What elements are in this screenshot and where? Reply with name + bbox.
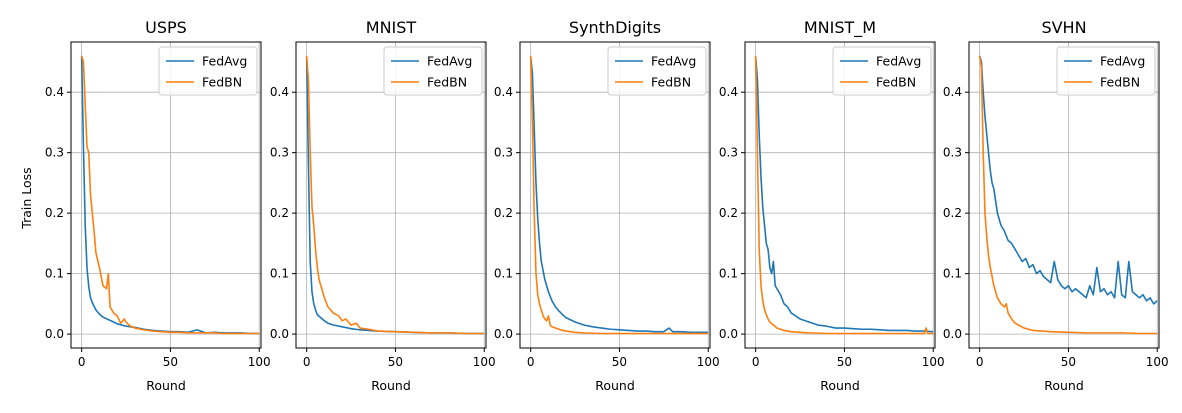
- x-tick-label: 100: [697, 355, 720, 369]
- series-line-fedbn: [529, 55, 709, 335]
- y-tick-label: 0.2: [494, 206, 513, 220]
- y-tick-label: 0.2: [943, 206, 962, 220]
- x-tick-label: 100: [248, 355, 271, 369]
- y-tick-label: 0.1: [45, 267, 64, 281]
- x-axis-label: Round: [146, 378, 186, 393]
- series-line-fedbn: [305, 55, 485, 335]
- y-tick-label: 0.4: [270, 85, 289, 99]
- y-axis-label: Train Loss: [19, 167, 34, 229]
- y-tick-label: 0.2: [270, 206, 289, 220]
- panel-mnist-m: 0 50 1000.00.10.20.30.4MNIST_MRoundFedAvgF…: [719, 18, 945, 393]
- legend-box: [158, 46, 258, 96]
- panel-title: MNIST: [366, 18, 417, 37]
- x-tick-label: 50: [612, 355, 627, 369]
- legend: FedAvg FedBN: [383, 46, 483, 96]
- x-tick-label: 0: [752, 355, 760, 369]
- panel-synthdigits: 0 50 100 0.0 0.1 0.2 0.3 0.4 SynthDigits Round Fed…: [494, 18, 720, 393]
- y-tick-label: 0.3: [943, 146, 962, 160]
- y-tick-label: 0.4: [943, 85, 962, 99]
- legend-label: FedBN: [427, 75, 467, 90]
- panel-title: MNIST_M: [804, 18, 876, 38]
- legend: FedAvg FedBN: [832, 46, 932, 96]
- legend-label: FedBN: [1100, 75, 1140, 90]
- panel-mnist: 0 50 1000.00.10.20.30.4MNISTRoundFedAvgFed…: [270, 18, 496, 393]
- series-line-fedbn: [978, 55, 1158, 335]
- legend-label: FedAvg: [1100, 54, 1145, 69]
- x-tick-label: 0: [976, 355, 984, 369]
- y-tick-label: 0.1: [494, 267, 513, 281]
- y-tick-label: 0.4: [494, 85, 513, 99]
- x-tick-label: 50: [163, 355, 178, 369]
- panel-usps: 0 50 100 0.0 0.1 0.2 0.3 0.4 USPS Round FedAvg FedB…: [45, 18, 271, 393]
- x-axis-label: Round: [1044, 378, 1084, 393]
- plot-frame: [744, 41, 936, 349]
- panel-title: USPS: [145, 18, 187, 37]
- legend-label: FedBN: [876, 75, 916, 90]
- y-tick-label: 0.0: [494, 327, 513, 341]
- legend-label: FedBN: [651, 75, 691, 90]
- legend-label: FedAvg: [651, 54, 696, 69]
- x-axis-label: Round: [371, 378, 411, 393]
- legend-box: [1056, 46, 1156, 96]
- y-tick-label: 0.1: [719, 267, 738, 281]
- panel-title: SynthDigits: [569, 18, 661, 37]
- x-tick-label: 0: [303, 355, 311, 369]
- x-axis-label: Round: [820, 378, 860, 393]
- y-tick-label: 0.0: [270, 327, 289, 341]
- x-tick-label: 50: [388, 355, 403, 369]
- y-tick-label: 0.2: [719, 206, 738, 220]
- legend-label: FedBN: [202, 75, 242, 90]
- y-tick-label: 0.4: [45, 85, 64, 99]
- x-tick-label: 100: [922, 355, 945, 369]
- y-tick-label: 0.0: [943, 327, 962, 341]
- plot-frame: [295, 41, 487, 349]
- panel-svhn: 0 50 100 0.0 0.1 0.2 0.3 0.4 SVHN Round FedAvg FedB…: [943, 18, 1169, 393]
- plot-frame: [70, 41, 262, 349]
- legend-label: FedAvg: [876, 54, 921, 69]
- plot-frame: [519, 41, 711, 349]
- series-line-fedbn: [80, 55, 260, 335]
- y-tick-label: 0.1: [270, 267, 289, 281]
- series-line-fedavg: [754, 55, 934, 333]
- x-tick-label: 0: [78, 355, 86, 369]
- x-tick-label: 100: [473, 355, 496, 369]
- legend: FedAvg FedBN: [1056, 46, 1156, 96]
- y-tick-label: 0.4: [719, 85, 738, 99]
- legend-box: [832, 46, 932, 96]
- legend-box: [607, 46, 707, 96]
- y-tick-label: 0.3: [45, 146, 64, 160]
- legend: FedAvg FedBN: [158, 46, 258, 96]
- legend-label: FedAvg: [427, 54, 472, 69]
- series-line-fedavg: [978, 55, 1158, 305]
- x-tick-label: 50: [1061, 355, 1076, 369]
- legend: FedAvg FedBN: [607, 46, 707, 96]
- y-tick-label: 0.3: [270, 146, 289, 160]
- plot-frame: [968, 41, 1160, 349]
- y-tick-label: 0.0: [45, 327, 64, 341]
- x-tick-label: 0: [527, 355, 535, 369]
- panel-title: SVHN: [1041, 18, 1086, 37]
- series-line-fedavg: [529, 55, 709, 334]
- y-tick-label: 0.2: [45, 206, 64, 220]
- x-tick-label: 50: [837, 355, 852, 369]
- y-tick-label: 0.1: [943, 267, 962, 281]
- y-tick-label: 0.3: [494, 146, 513, 160]
- y-tick-label: 0.0: [719, 327, 738, 341]
- series-line-fedbn: [754, 55, 934, 335]
- legend-box: [383, 46, 483, 96]
- y-tick-label: 0.3: [719, 146, 738, 160]
- x-axis-label: Round: [595, 378, 635, 393]
- x-tick-label: 100: [1146, 355, 1169, 369]
- legend-label: FedAvg: [202, 54, 247, 69]
